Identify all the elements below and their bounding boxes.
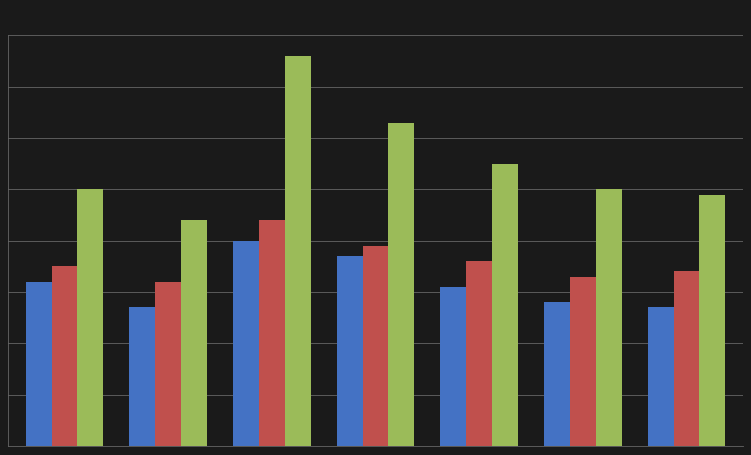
Bar bbox=[647, 308, 674, 446]
Bar bbox=[388, 123, 415, 446]
Bar bbox=[259, 221, 285, 446]
Bar bbox=[363, 246, 388, 446]
Bar bbox=[26, 282, 52, 446]
Bar bbox=[440, 287, 466, 446]
Bar bbox=[570, 277, 596, 446]
Bar bbox=[699, 195, 725, 446]
Bar bbox=[544, 303, 570, 446]
Bar bbox=[596, 190, 622, 446]
Bar bbox=[492, 164, 518, 446]
Bar bbox=[285, 57, 311, 446]
Bar bbox=[77, 190, 104, 446]
Bar bbox=[181, 221, 207, 446]
Bar bbox=[466, 262, 492, 446]
Bar bbox=[155, 282, 181, 446]
Bar bbox=[129, 308, 155, 446]
Bar bbox=[674, 272, 699, 446]
Bar bbox=[336, 257, 363, 446]
Bar bbox=[52, 267, 77, 446]
Bar bbox=[233, 241, 259, 446]
